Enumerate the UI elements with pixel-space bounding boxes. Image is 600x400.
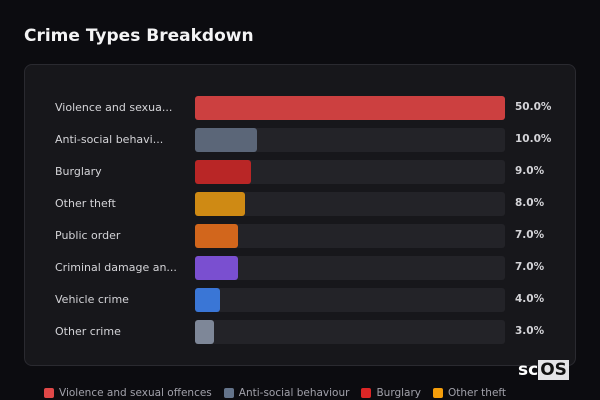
bar-track bbox=[195, 192, 505, 216]
legend-label: Violence and sexual offences bbox=[59, 387, 212, 399]
legend-label: Other theft bbox=[448, 387, 507, 399]
legend-item[interactable]: Other theft bbox=[433, 387, 506, 399]
bar-track bbox=[195, 96, 505, 120]
chart-card: Violence and sexua... 50.0% Anti-social b… bbox=[24, 64, 576, 366]
bar-label: Vehicle crime bbox=[55, 293, 129, 306]
bar-label: Violence and sexua... bbox=[55, 101, 173, 114]
value-label: 3.0% bbox=[515, 325, 545, 337]
legend-item[interactable]: Violence and sexual offences bbox=[44, 387, 212, 399]
bar-row: Other theft 8.0% bbox=[25, 192, 577, 216]
legend: Violence and sexual offences Anti-social … bbox=[44, 387, 506, 399]
bar-track bbox=[195, 320, 505, 344]
bar bbox=[195, 320, 214, 344]
bar-track bbox=[195, 160, 505, 184]
legend-swatch bbox=[223, 388, 234, 398]
legend-swatch bbox=[44, 388, 54, 398]
bar bbox=[195, 192, 245, 216]
bar bbox=[195, 128, 257, 152]
bar-label: Other crime bbox=[55, 325, 121, 338]
value-label: 9.0% bbox=[515, 165, 545, 177]
bar-row: Other crime 3.0% bbox=[25, 320, 577, 344]
bar bbox=[195, 288, 220, 312]
bar-label: Anti-social behavi... bbox=[55, 133, 164, 146]
bar-label: Other theft bbox=[55, 197, 116, 210]
bar-track bbox=[195, 256, 505, 280]
bar-row: Burglary 9.0% bbox=[25, 160, 577, 184]
bar bbox=[195, 224, 239, 248]
value-label: 4.0% bbox=[515, 293, 545, 305]
logo-text-a: sc bbox=[518, 360, 539, 380]
bar-label: Public order bbox=[55, 229, 121, 242]
legend-label: Anti-social behaviour bbox=[238, 387, 350, 399]
logo-text-b: OS bbox=[538, 360, 569, 380]
bar-track bbox=[195, 288, 505, 312]
legend-item[interactable]: Burglary bbox=[361, 387, 421, 399]
legend-swatch bbox=[433, 388, 444, 398]
value-label: 10.0% bbox=[515, 133, 552, 145]
value-label: 7.0% bbox=[515, 229, 545, 241]
bar bbox=[195, 160, 251, 184]
bar-row: Vehicle crime 4.0% bbox=[25, 288, 577, 312]
value-label: 50.0% bbox=[515, 101, 552, 113]
bar bbox=[195, 256, 239, 280]
legend-label: Burglary bbox=[376, 387, 422, 399]
bar-track bbox=[195, 224, 505, 248]
bar-track bbox=[195, 128, 505, 152]
bar bbox=[195, 96, 505, 120]
bar-label: Criminal damage an... bbox=[55, 261, 177, 274]
legend-swatch bbox=[361, 388, 372, 398]
bar-row: Criminal damage an... 7.0% bbox=[25, 256, 577, 280]
chart-title: Crime Types Breakdown bbox=[24, 26, 254, 46]
value-label: 7.0% bbox=[515, 261, 545, 273]
legend-item[interactable]: Anti-social behaviour bbox=[223, 387, 350, 399]
bar-row: Violence and sexua... 50.0% bbox=[25, 96, 577, 120]
logo: sc OS bbox=[518, 360, 569, 380]
value-label: 8.0% bbox=[515, 197, 545, 209]
bar-row: Public order 7.0% bbox=[25, 224, 577, 248]
bar-row: Anti-social behavi... 10.0% bbox=[25, 128, 577, 152]
bar-label: Burglary bbox=[55, 165, 102, 178]
